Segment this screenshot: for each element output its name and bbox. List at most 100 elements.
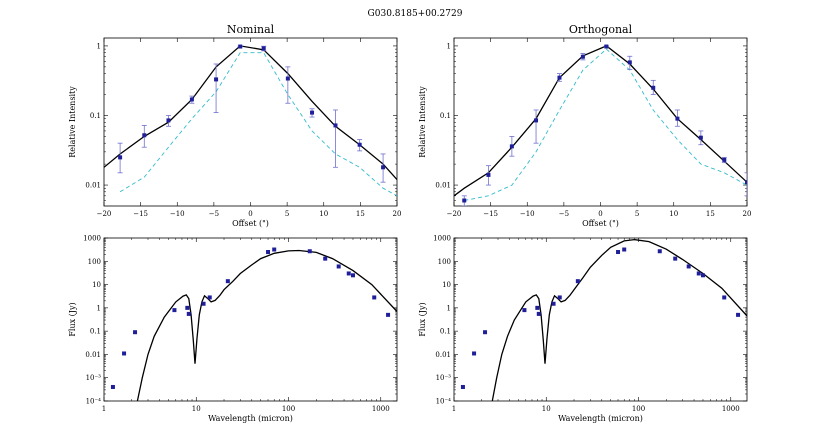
x-tick-label: 1000 [372,405,390,413]
sed-data-point [266,250,271,255]
sed-data-point [207,295,212,300]
sed-data-point [307,249,312,254]
panel-nominal: Nominal Offset (") Relative Intensity −20 −1… [68,23,401,228]
panel-title: Orthogonal [569,23,633,36]
x-tick-label: 15 [706,210,715,218]
y-tick-label: 0.01 [435,351,451,359]
x-tick-label: 0 [248,210,252,218]
series-group [104,44,397,197]
data-point [651,85,656,90]
panel-orthogonal: Orthogonal Offset (") Relative Intensity −2… [418,23,751,228]
sed-data-point [346,271,351,276]
x-tick-label: 5 [285,210,289,218]
x-axis-label: Wavelength (micron) [558,414,643,423]
x-tick-label: 20 [393,210,402,218]
y-tick-label: 1 [447,304,451,312]
y-tick-label: 0.01 [85,351,101,359]
y-tick-label: 1 [97,42,101,50]
sed-data-point [483,330,488,335]
panel-title: Nominal [227,23,275,36]
x-tick-label: 100 [282,405,295,413]
x-tick-label: 1 [102,405,106,413]
x-tick-label: 100 [632,405,645,413]
x-tick-label: 10 [192,405,201,413]
sed-data-point [186,311,191,316]
sed-data-point [736,312,741,317]
figure-title: G030.8185+00.2729 [368,9,463,19]
axes-frame [453,237,748,402]
model-line [454,45,747,197]
y-tick-label: 10⁻⁴ [436,398,452,406]
x-tick-label: 1000 [722,405,740,413]
axes-frame [103,37,398,207]
sed-data-point [122,351,127,356]
sed-data-point [172,308,177,313]
panel-sed-right: Wavelength (micron)Flux (Jy)1 10 100 100010… [418,235,748,423]
y-tick-label: 10⁻⁴ [86,398,102,406]
y-tick-label: 0.01 [435,182,451,190]
x-tick-label: 10 [319,210,328,218]
y-axis-label: Relative Intensity [418,86,427,158]
x-tick-label: −10 [170,210,185,218]
x-tick-label: 10 [542,405,551,413]
sed-data-point [536,311,541,316]
sed-data-point [185,305,190,310]
y-tick-label: 0.1 [90,328,101,336]
y-axis-label: Relative Intensity [68,86,77,158]
y-tick-label: 0.1 [440,328,451,336]
data-point [261,46,266,51]
data-point [189,97,194,102]
y-tick-label: 0.01 [85,182,101,190]
data-point [557,75,562,80]
y-tick-label: 10⁻³ [436,374,452,382]
x-tick-label: −20 [97,210,112,218]
data-point [604,44,609,49]
data-point [745,180,747,185]
x-tick-label: 1 [452,405,456,413]
data-point [357,142,362,147]
x-tick-label: −5 [209,210,219,218]
sed-data-point [575,279,580,284]
x-tick-label: 15 [356,210,365,218]
sed-data-point [323,256,328,261]
x-axis-label: Offset (") [582,219,619,228]
data-point [486,172,491,177]
sed-data-point [535,305,540,310]
x-tick-label: −15 [133,210,148,218]
x-tick-label: 0 [598,210,602,218]
axes-frame [103,237,398,402]
model-line [104,45,397,181]
y-tick-label: 1 [447,42,451,50]
sed-data-point [722,295,727,300]
data-point [333,123,338,128]
sed-data-point [616,250,621,255]
sed-data-point [673,256,678,261]
x-tick-label: −20 [447,210,462,218]
data-point [142,133,147,138]
x-tick-label: 20 [743,210,752,218]
series-group [460,238,747,401]
y-tick-label: 1000 [83,235,101,243]
series-group [454,44,747,206]
y-axis-label: Flux (Jy) [418,302,427,336]
data-point [214,77,219,82]
x-tick-label: −10 [520,210,535,218]
x-axis-label: Offset (") [232,219,269,228]
sed-data-point [272,247,277,252]
sed-data-point [686,264,691,269]
sed-data-point [557,295,562,300]
sed-data-point [657,249,662,254]
beam-line [464,48,747,201]
model-line [491,238,747,401]
y-tick-label: 1000 [433,235,451,243]
beam-line [119,52,397,197]
data-point [580,54,585,59]
x-axis-label: Wavelength (micron) [208,414,293,423]
y-tick-label: 100 [438,258,451,266]
sed-data-point [622,247,627,252]
y-tick-label: 0.1 [90,112,101,120]
data-point [381,165,386,170]
data-point [285,76,290,81]
data-point [627,60,632,65]
